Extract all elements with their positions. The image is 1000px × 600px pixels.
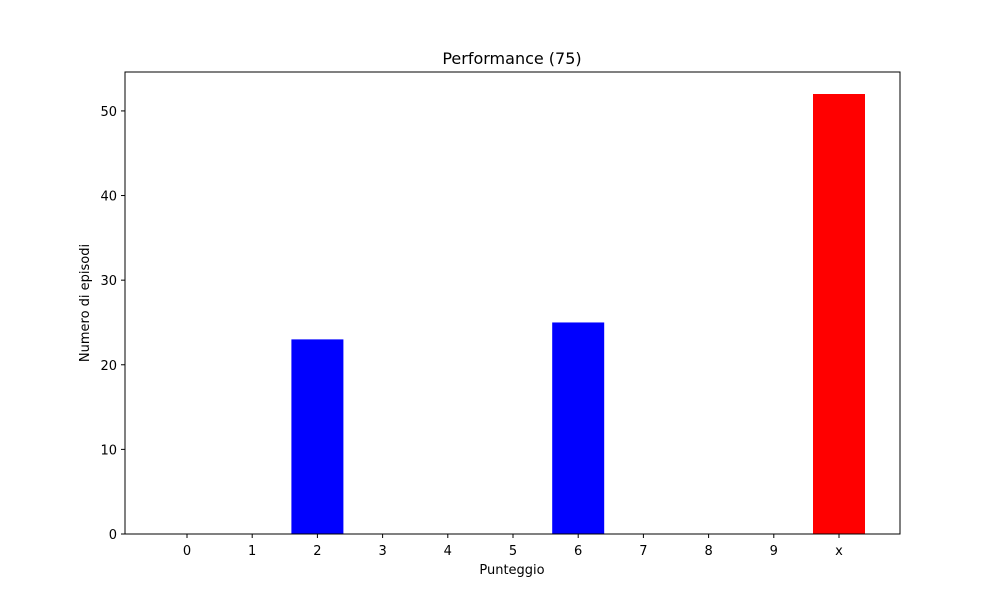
y-axis-ticks: 0 10 20 30 40 50 — [100, 105, 125, 543]
x-tick-label: 9 — [770, 544, 778, 559]
y-tick-label: 10 — [100, 443, 117, 458]
x-tick-label: 3 — [378, 544, 386, 559]
bar-x — [813, 94, 865, 534]
x-tick-label: 6 — [574, 544, 582, 559]
y-tick-label: 20 — [100, 359, 117, 374]
y-axis-label: Numero di episodi — [78, 244, 93, 362]
y-tick-label: 40 — [100, 190, 117, 205]
plot-frame — [124, 71, 901, 535]
x-tick-label: 4 — [444, 544, 452, 559]
x-axis-label: Punteggio — [479, 563, 544, 578]
bars-group — [291, 94, 865, 534]
x-tick-label: 8 — [704, 544, 712, 559]
x-tick-label: x — [835, 544, 843, 559]
x-tick-label: 0 — [183, 544, 191, 559]
x-tick-label: 5 — [509, 544, 517, 559]
bar-2 — [291, 339, 344, 534]
chart-title: Performance (75) — [442, 49, 581, 68]
y-tick-label: 0 — [109, 528, 117, 543]
x-tick-label: 1 — [248, 544, 256, 559]
bar-6 — [552, 322, 605, 534]
x-tick-label: 7 — [639, 544, 647, 559]
y-tick-label: 30 — [100, 274, 117, 289]
y-tick-label: 50 — [100, 105, 117, 120]
x-axis-ticks: 0 1 2 3 4 5 6 7 8 9 x — [183, 534, 843, 559]
x-tick-label: 2 — [313, 544, 321, 559]
